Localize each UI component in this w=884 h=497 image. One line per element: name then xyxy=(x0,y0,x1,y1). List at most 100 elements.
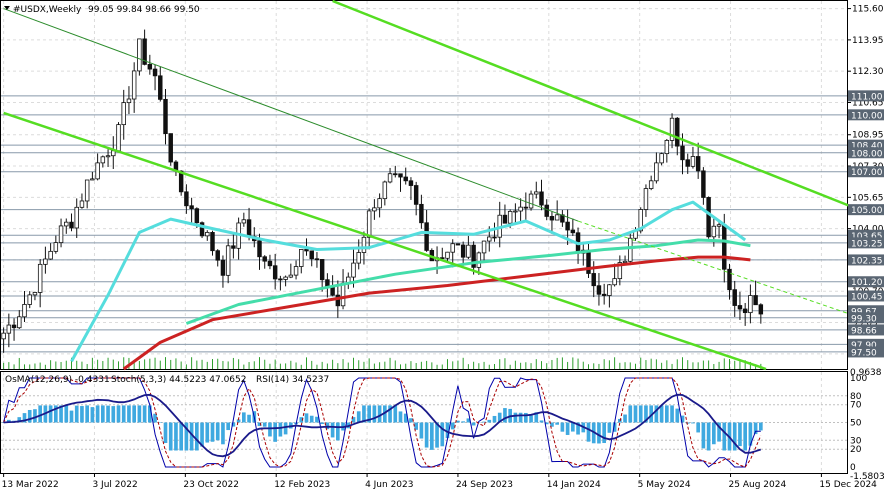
candle-body xyxy=(382,181,388,200)
candle-body xyxy=(69,221,74,229)
candle-body xyxy=(158,75,163,100)
candle-body xyxy=(361,236,367,253)
osma-bar xyxy=(503,408,507,423)
osma-bar xyxy=(492,415,497,423)
osma-bar xyxy=(367,405,371,423)
candle-body xyxy=(231,245,236,249)
osma-bar xyxy=(69,410,74,423)
candle-body xyxy=(142,38,147,65)
menu-triangle-icon[interactable] xyxy=(4,6,10,10)
osma-bar xyxy=(466,418,471,423)
osma-bar xyxy=(550,422,554,427)
candle-body xyxy=(612,278,617,286)
osma-bar xyxy=(195,422,199,451)
osma-bar xyxy=(111,406,116,423)
osma-bar xyxy=(142,405,147,423)
osma-bar xyxy=(351,417,356,423)
osma-bar xyxy=(717,422,721,442)
candle-body xyxy=(413,185,419,205)
candle-body xyxy=(74,206,79,229)
osma-bar xyxy=(226,422,230,431)
level-label-box xyxy=(848,338,884,350)
osma-bar xyxy=(696,422,700,433)
osma-bar xyxy=(210,422,215,442)
osma-bar xyxy=(524,412,528,423)
osma-bar xyxy=(471,422,476,426)
price-tick-label: 105.65 xyxy=(852,193,884,203)
candle-body xyxy=(178,170,184,193)
osma-bar xyxy=(680,415,685,423)
osma-bar xyxy=(38,405,42,423)
candle-body xyxy=(596,285,602,295)
candle-body xyxy=(58,225,64,244)
candle-body xyxy=(111,150,116,157)
candle-body xyxy=(48,250,53,260)
level-label-text: 97.50 xyxy=(851,348,877,358)
time-tick-label: 4 Jun 2023 xyxy=(365,480,413,490)
osma-bar xyxy=(205,422,210,443)
level-label-text: 98.66 xyxy=(851,326,877,336)
osma-bar xyxy=(665,405,669,423)
price-tick-label: 99.05 xyxy=(852,319,878,329)
osma-bar xyxy=(497,412,502,423)
time-tick-label: 23 Oct 2022 xyxy=(183,480,239,490)
osma-bar xyxy=(555,422,559,425)
candle-body xyxy=(659,153,664,164)
candle-body xyxy=(628,237,633,262)
osma-bar xyxy=(649,405,653,423)
osma-bar xyxy=(409,418,413,423)
osma-bar xyxy=(27,409,32,423)
trend-channel xyxy=(3,0,851,371)
candle-body xyxy=(622,260,628,263)
osma-bar xyxy=(153,413,157,423)
candle-body xyxy=(278,278,283,281)
candle-body xyxy=(95,162,100,180)
osma-bar xyxy=(304,413,309,423)
osma-bar xyxy=(560,422,565,432)
candle-body xyxy=(152,68,158,77)
candle-body xyxy=(419,203,424,224)
osma-bar xyxy=(262,422,267,427)
time-tick-label: 3 Jul 2022 xyxy=(92,480,137,490)
candle-body xyxy=(460,244,466,258)
level-label-text: 102.35 xyxy=(851,256,883,266)
ema-fast-line xyxy=(70,200,747,363)
candle-body xyxy=(737,305,743,310)
candle-body xyxy=(121,102,126,126)
candle-body xyxy=(544,204,549,217)
candle-body xyxy=(335,294,341,307)
candle-body xyxy=(539,191,544,206)
candle-body xyxy=(513,210,518,213)
candle-body xyxy=(607,284,612,296)
osma-bar xyxy=(482,421,486,423)
time-tick-label: 15 Dec 2024 xyxy=(819,480,877,490)
candle-body xyxy=(79,200,85,208)
candle-body xyxy=(549,216,555,221)
osma-bar xyxy=(132,405,136,423)
price-tick-label: 113.95 xyxy=(852,36,884,46)
time-axis: 13 Mar 2022 3 Jul 2022 23 Oct 2022 12 Feb 2… xyxy=(2,473,877,490)
candle-body xyxy=(366,210,372,238)
osma-bar xyxy=(54,405,58,423)
candle-body xyxy=(241,219,247,224)
oscillator-axis-label: 100 xyxy=(850,374,867,384)
candle-body xyxy=(476,252,482,268)
candle-body xyxy=(283,276,288,280)
osma-bar xyxy=(487,419,492,423)
channel-mid-dashed-line xyxy=(577,220,850,315)
candle-body xyxy=(502,214,508,224)
candle-body xyxy=(471,244,476,268)
candle-body xyxy=(257,240,262,258)
osma-bar xyxy=(231,422,236,427)
candle-body xyxy=(408,180,414,186)
osma-bar xyxy=(315,416,319,423)
osma-bar xyxy=(748,422,753,446)
candle-body xyxy=(37,263,43,293)
oscillator-axis-label: 30 xyxy=(850,436,862,446)
osma-bar xyxy=(430,422,434,450)
level-label-box xyxy=(848,346,884,358)
osma-bar xyxy=(127,405,131,423)
symbol-label: #USDX,Weekly xyxy=(13,5,82,15)
candle-body xyxy=(340,282,346,307)
